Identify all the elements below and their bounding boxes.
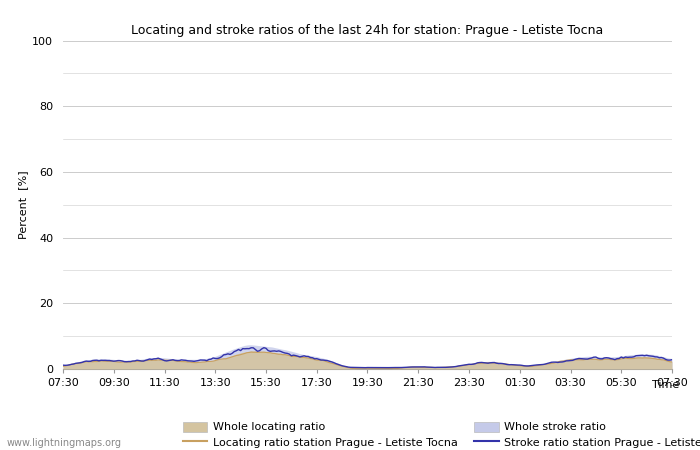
Y-axis label: Percent  [%]: Percent [%] [18,171,28,239]
Text: www.lightningmaps.org: www.lightningmaps.org [7,438,122,448]
Text: Time: Time [652,380,679,390]
Title: Locating and stroke ratios of the last 24h for station: Prague - Letiste Tocna: Locating and stroke ratios of the last 2… [132,23,603,36]
Legend: Whole locating ratio, Locating ratio station Prague - Letiste Tocna, Whole strok: Whole locating ratio, Locating ratio sta… [178,417,700,450]
